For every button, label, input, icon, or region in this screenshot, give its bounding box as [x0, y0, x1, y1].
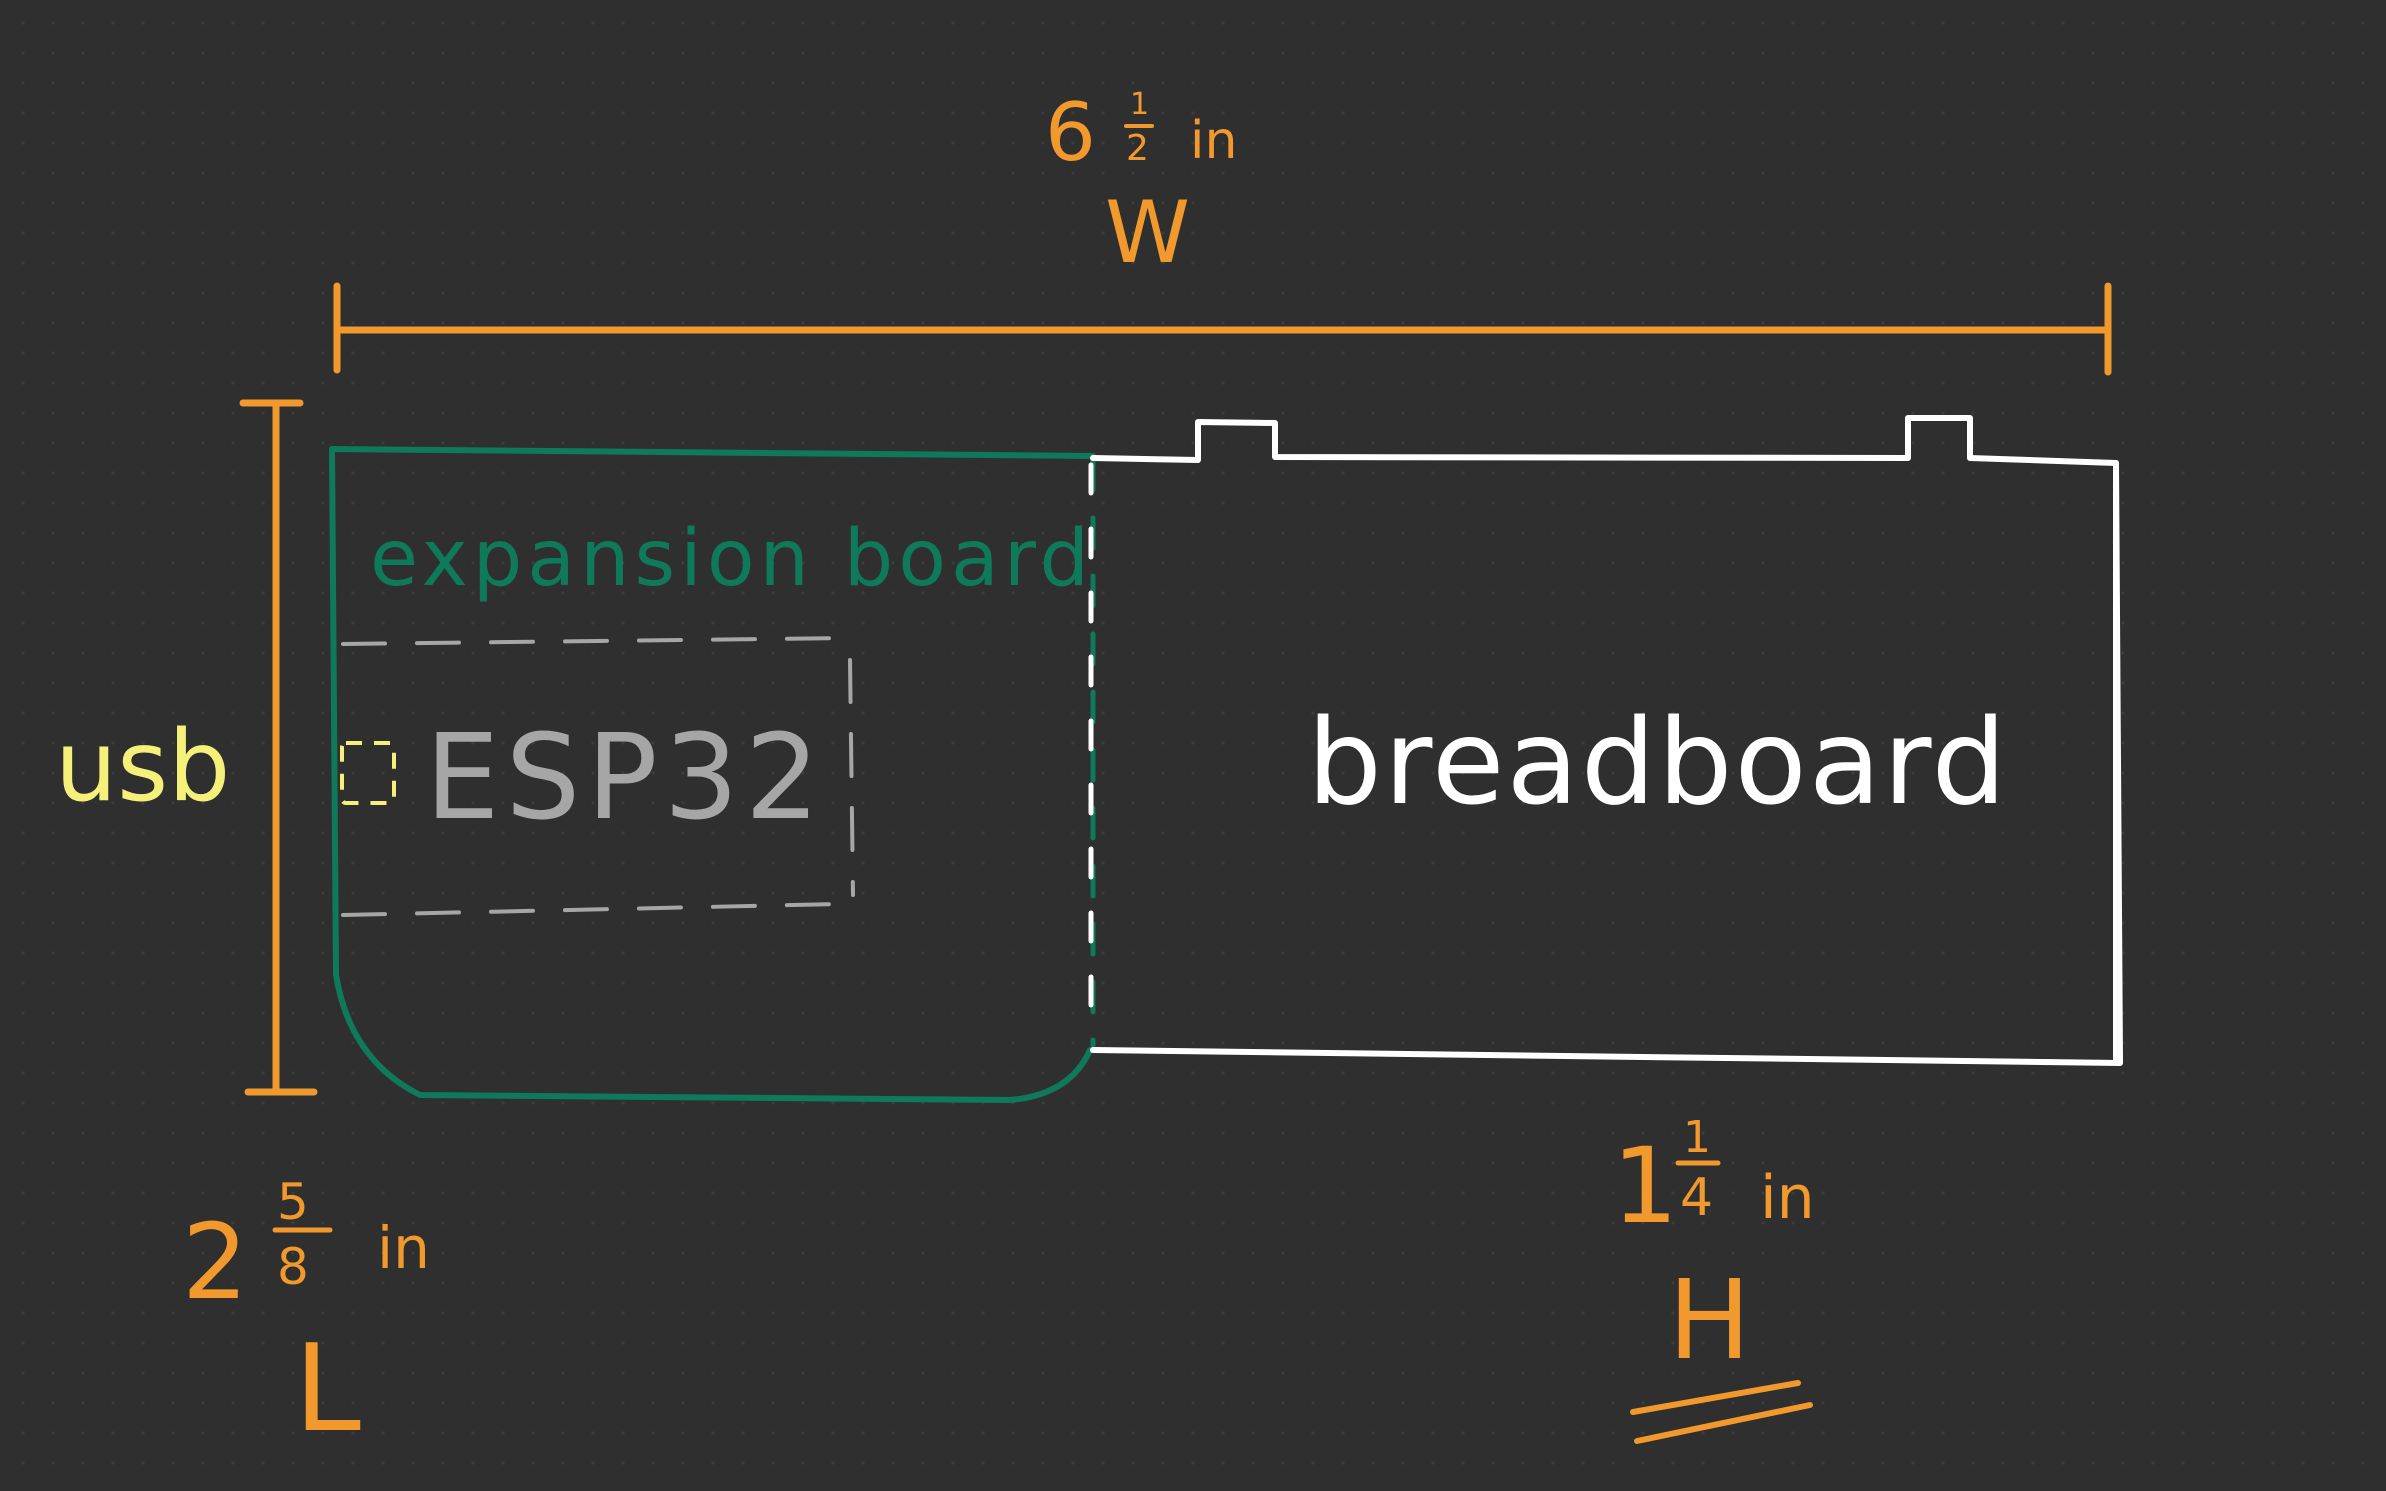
length-numerator: 5 — [277, 1173, 309, 1231]
height-underline — [1630, 1380, 1813, 1444]
breadboard-label: breadboard — [1307, 693, 2008, 831]
usb-label: usb — [55, 710, 230, 824]
length-label: 2 5 8 in L — [182, 1173, 430, 1459]
height-numerator: 1 — [1683, 1112, 1711, 1163]
height-letter: H — [1668, 1256, 1751, 1384]
width-denominator: 2 — [1126, 128, 1149, 169]
width-numerator: 1 — [1130, 87, 1149, 122]
expansion-board-label: expansion board — [370, 514, 1094, 604]
height-label: 1 1 4 in H — [1612, 1112, 1815, 1384]
esp32-label: ESP32 — [425, 708, 826, 846]
height-unit: in — [1760, 1163, 1815, 1233]
width-unit: in — [1190, 111, 1237, 171]
width-whole: 6 — [1045, 86, 1096, 179]
width-letter: W — [1105, 183, 1190, 283]
length-dimension — [239, 399, 318, 1096]
width-label: 6 1 2 in W — [1045, 86, 1237, 283]
expansion-board-outline — [329, 446, 1096, 1103]
esp32-outline — [341, 636, 855, 917]
width-dimension — [333, 282, 2112, 376]
length-whole: 2 — [182, 1201, 248, 1323]
height-whole: 1 — [1612, 1125, 1678, 1247]
length-letter: L — [294, 1320, 361, 1459]
length-denominator: 8 — [277, 1238, 309, 1296]
breadboard-right-edge — [2113, 460, 2123, 1065]
height-denominator: 4 — [1680, 1168, 1713, 1228]
usb-port-marker — [340, 741, 396, 805]
length-unit: in — [377, 1214, 430, 1282]
